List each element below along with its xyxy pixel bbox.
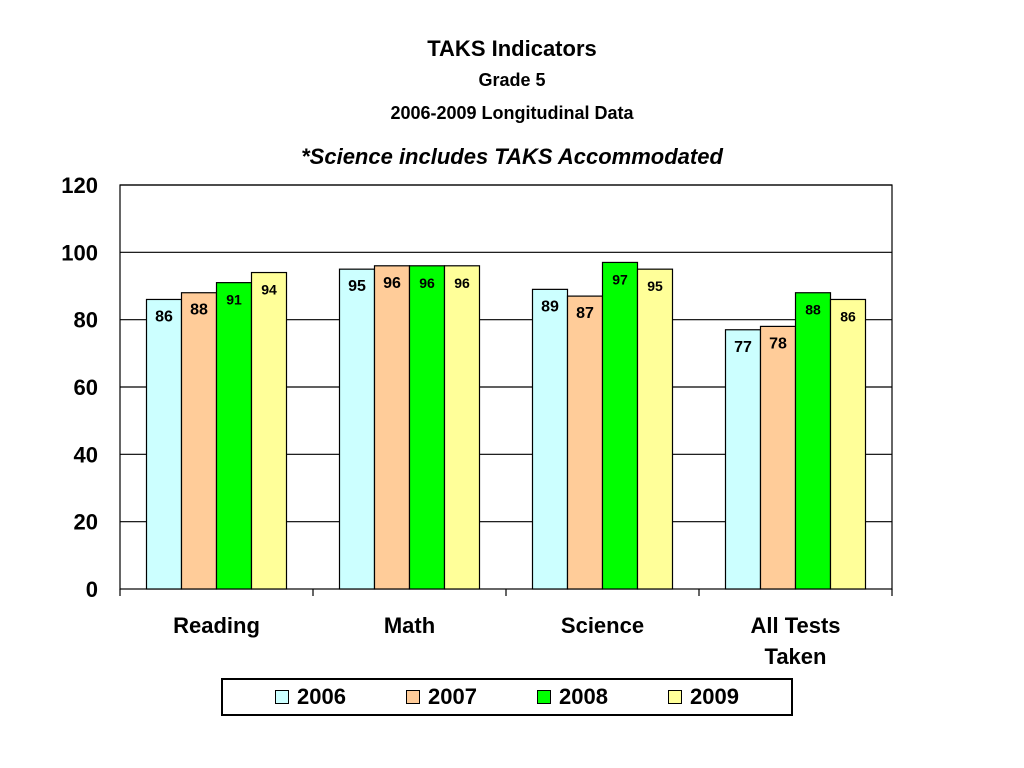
legend-item-2009: 2009 (668, 684, 739, 710)
bar-2009-all-tests-taken (829, 298, 867, 590)
legend-swatch (668, 690, 683, 704)
data-label: 88 (190, 302, 208, 319)
legend-label: 2008 (559, 684, 608, 709)
x-category-label: Science (561, 613, 644, 638)
bar-2007-all-tests-taken (759, 325, 797, 590)
bar-2006-math (338, 268, 376, 590)
bar-2009-science (636, 268, 674, 590)
chart-subtitle-grade: Grade 5 (478, 70, 546, 90)
legend-label: 2007 (428, 684, 477, 709)
legend-swatch (275, 690, 290, 704)
x-category-label: Math (384, 613, 435, 638)
data-label: 96 (454, 275, 470, 291)
legend-item-2006: 2006 (275, 684, 346, 710)
data-label: 95 (348, 278, 366, 295)
data-label: 87 (576, 305, 594, 322)
bar-2006-all-tests-taken (724, 329, 762, 590)
bar-2008-all-tests-taken (794, 292, 832, 590)
chart-subtitle-note: *Science includes TAKS Accommodated (301, 144, 723, 169)
bar-2006-reading (145, 298, 183, 590)
chart-subtitle-years: 2006-2009 Longitudinal Data (390, 103, 634, 123)
data-label: 96 (419, 275, 435, 291)
y-tick-label: 20 (74, 510, 98, 535)
data-label: 95 (647, 278, 663, 294)
data-label: 78 (769, 335, 787, 352)
y-tick-label: 0 (86, 577, 98, 602)
data-label: 88 (805, 302, 821, 318)
chart-title: TAKS Indicators (427, 36, 597, 61)
bar-2008-math (408, 265, 446, 590)
data-label: 97 (612, 271, 628, 287)
legend-item-2008: 2008 (537, 684, 608, 710)
data-label: 89 (541, 298, 559, 315)
data-label: 91 (226, 292, 242, 308)
bar-2008-reading (215, 282, 253, 590)
legend-swatch (537, 690, 552, 704)
x-category-label: Reading (173, 613, 260, 638)
data-label: 77 (734, 339, 752, 356)
x-category-label: All Tests Taken (750, 613, 840, 669)
y-tick-label: 80 (74, 308, 98, 333)
legend-label: 2006 (297, 684, 346, 709)
y-tick-label: 40 (74, 442, 98, 467)
bar-2009-math (443, 265, 481, 590)
bar-2008-science (601, 261, 639, 590)
bar-2007-math (373, 265, 411, 590)
data-label: 96 (383, 275, 401, 292)
bar-2006-science (531, 288, 569, 590)
bar-2007-reading (180, 292, 218, 590)
legend-item-2007: 2007 (406, 684, 477, 710)
data-label: 94 (261, 282, 277, 298)
bar-2007-science (566, 295, 604, 590)
legend-swatch (406, 690, 421, 704)
data-label: 86 (840, 308, 856, 324)
bar-2009-reading (250, 271, 288, 590)
legend-label: 2009 (690, 684, 739, 709)
y-tick-label: 120 (61, 173, 98, 198)
y-tick-label: 100 (61, 240, 98, 265)
y-tick-label: 60 (74, 375, 98, 400)
chart-legend: 2006 2007 2008 2009 (221, 678, 793, 716)
data-label: 86 (155, 308, 173, 325)
